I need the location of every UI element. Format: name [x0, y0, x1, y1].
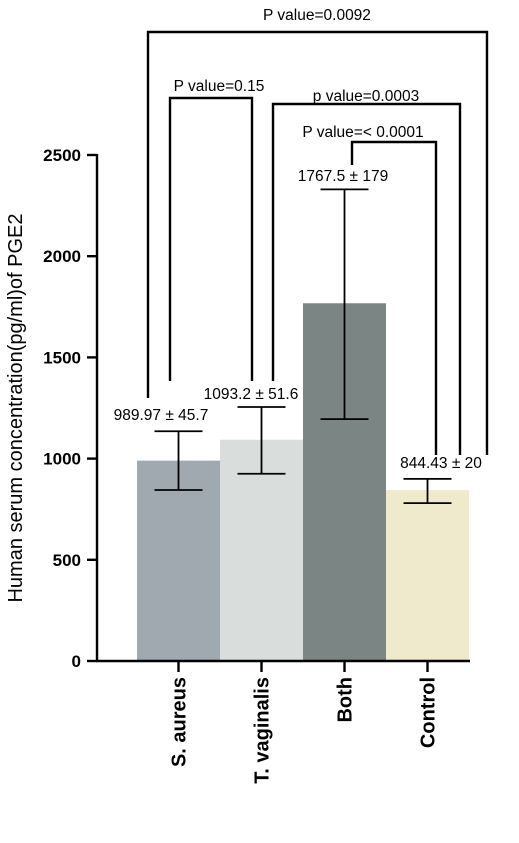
y-tick-label: 2000: [43, 247, 81, 266]
p-value-label: P value=< 0.0001: [302, 124, 423, 141]
y-tick-label: 2500: [43, 146, 81, 165]
significance-bracket: [146, 30, 489, 455]
y-tick-label: 1000: [43, 450, 81, 469]
x-tick-label: T. vaginalis: [252, 677, 274, 784]
bar-s-aureus: [137, 460, 220, 661]
data-label: 844.43 ± 20: [400, 455, 482, 472]
bar-t-vaginalis: [220, 439, 303, 661]
p-value-label: P value=0.0092: [263, 7, 371, 24]
x-tick-label: S. aureus: [169, 677, 191, 767]
y-axis-label: Human serum concentration(pg/ml)of PGE2: [5, 213, 27, 602]
y-tick-label: 500: [53, 551, 81, 570]
significance-bracket: [168, 96, 254, 381]
significance-bracket: [271, 102, 462, 455]
y-tick-label: 0: [72, 652, 81, 671]
bar-control: [386, 490, 469, 661]
significance-bracket: [350, 140, 438, 455]
p-value-label: P value=0.15: [174, 78, 265, 95]
x-tick-label: Control: [418, 677, 440, 748]
data-label: 1093.2 ± 51.6: [204, 386, 299, 403]
data-label: 1767.5 ± 179: [298, 168, 388, 185]
y-tick-label: 1500: [43, 348, 81, 367]
x-tick-label: Both: [335, 677, 357, 723]
p-value-label: p value=0.0003: [313, 88, 419, 105]
data-label: 989.97 ± 45.7: [114, 407, 209, 424]
